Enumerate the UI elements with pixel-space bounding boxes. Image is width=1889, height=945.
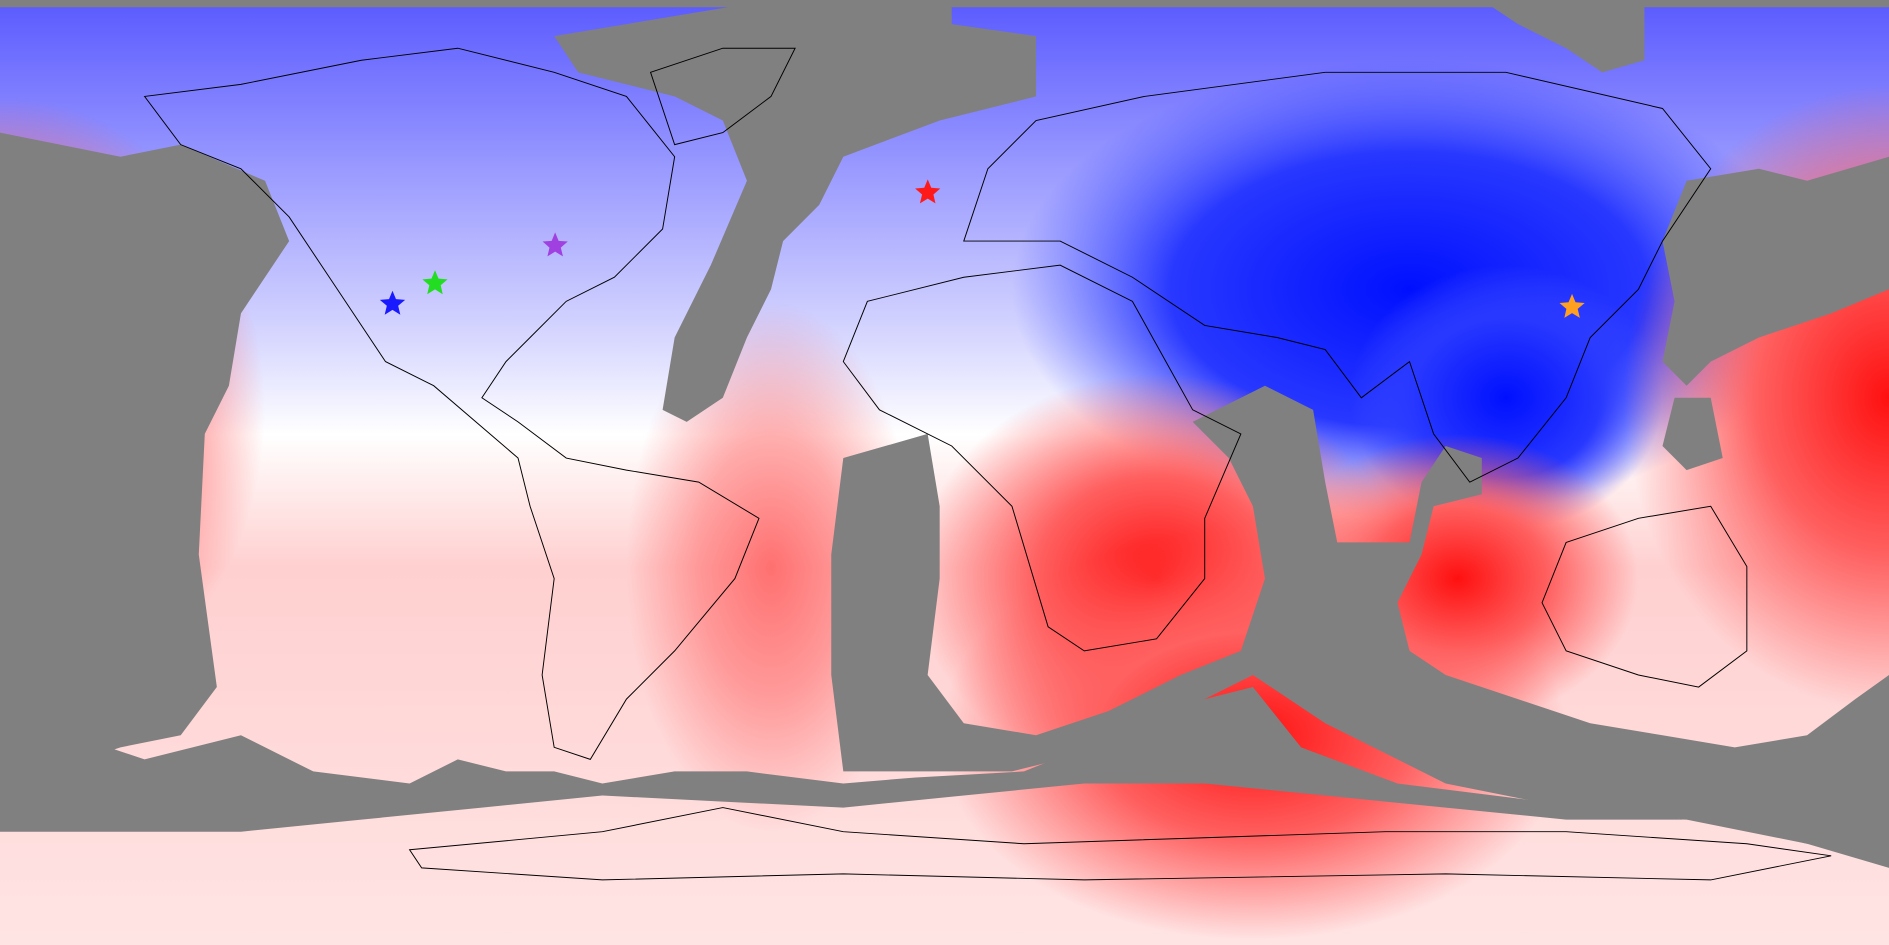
mask	[1481, 0, 1645, 73]
coastline	[649, 47, 796, 146]
mask	[0, 132, 290, 772]
mask	[554, 0, 1037, 422]
mask	[1662, 397, 1723, 471]
location-marker	[542, 232, 568, 257]
coastline	[143, 47, 760, 760]
coastlines	[143, 47, 1832, 881]
location-marker	[1559, 293, 1585, 318]
location-marker	[379, 290, 406, 315]
coastline	[1541, 505, 1748, 688]
marker-layer	[379, 179, 1585, 318]
mask	[1662, 156, 1889, 386]
coastline	[408, 807, 1832, 881]
location-marker	[915, 179, 941, 204]
location-marker	[422, 270, 448, 295]
mask	[831, 385, 1889, 945]
coastline	[963, 71, 1712, 483]
mask	[0, 687, 1889, 868]
coastline	[842, 264, 1242, 652]
